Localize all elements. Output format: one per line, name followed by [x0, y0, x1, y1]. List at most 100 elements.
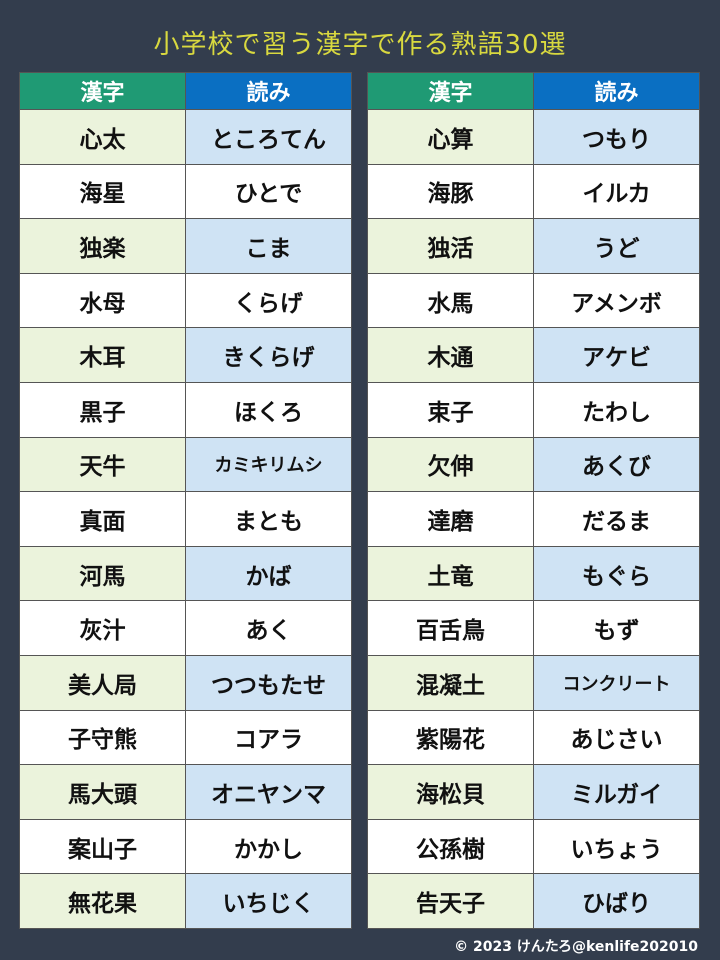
table-row: 公孫樹 いちょう — [367, 818, 700, 875]
reading-cell: ほくろ — [185, 381, 352, 438]
header-kanji: 漢字 — [19, 72, 186, 110]
reading-cell: かかし — [185, 818, 352, 875]
kanji-cell: 真面 — [19, 491, 186, 547]
kanji-cell: 独楽 — [19, 218, 186, 274]
table-row: 黒子 ほくろ — [19, 381, 352, 438]
right-table: 漢字 読み 心算 つもり 海豚 イルカ 独活 うど 水馬 アメンボ 木通 アケビ 束子 たわし 欠伸 あく… — [367, 72, 700, 929]
table-row: 達磨 だるま — [367, 491, 700, 547]
table-row: 子守熊 コアラ — [19, 709, 352, 766]
table-row: 百舌鳥 もず — [367, 600, 700, 656]
reading-cell: つつもたせ — [185, 654, 352, 711]
kanji-cell: 土竜 — [367, 545, 534, 602]
reading-cell: イルカ — [533, 163, 700, 220]
kanji-cell: 心算 — [367, 109, 534, 165]
reading-cell: コアラ — [185, 709, 352, 766]
kanji-cell: 黒子 — [19, 381, 186, 438]
table-row: 紫陽花 あじさい — [367, 709, 700, 766]
kanji-cell: 美人局 — [19, 654, 186, 711]
reading-cell: まとも — [185, 491, 352, 547]
kanji-cell: 達磨 — [367, 491, 534, 547]
reading-cell: もぐら — [533, 545, 700, 602]
kanji-cell: 独活 — [367, 218, 534, 274]
table-row: 美人局 つつもたせ — [19, 654, 352, 711]
table-row: 天牛 カミキリムシ — [19, 436, 352, 493]
reading-cell: こま — [185, 218, 352, 274]
header-reading: 読み — [185, 72, 352, 110]
kanji-cell: 河馬 — [19, 545, 186, 602]
reading-cell: ところてん — [185, 109, 352, 165]
kanji-cell: 海松貝 — [367, 764, 534, 820]
table-row: 混凝土 コンクリート — [367, 654, 700, 711]
table-row: 水母 くらげ — [19, 272, 352, 329]
table-row: 心算 つもり — [367, 109, 700, 165]
reading-cell: つもり — [533, 109, 700, 165]
header-kanji: 漢字 — [367, 72, 534, 110]
kanji-cell: 海豚 — [367, 163, 534, 220]
reading-cell: コンクリート — [533, 654, 700, 711]
copyright-credit: © 2023 けんたろ@kenlife202010 — [454, 939, 698, 955]
reading-cell: オニヤンマ — [185, 764, 352, 820]
table-row: 海星 ひとで — [19, 163, 352, 220]
kanji-cell: 天牛 — [19, 436, 186, 493]
reading-cell: アケビ — [533, 327, 700, 383]
reading-cell: あくび — [533, 436, 700, 493]
header-row: 漢字 読み — [367, 72, 700, 110]
table-row: 独楽 こま — [19, 218, 352, 274]
reading-cell: だるま — [533, 491, 700, 547]
reading-cell: ひとで — [185, 163, 352, 220]
page-title: 小学校で習う漢字で作る熟語30選 — [153, 30, 567, 60]
kanji-cell: 紫陽花 — [367, 709, 534, 766]
table-row: 案山子 かかし — [19, 818, 352, 875]
table-row: 灰汁 あく — [19, 600, 352, 656]
kanji-cell: 灰汁 — [19, 600, 186, 656]
table-row: 水馬 アメンボ — [367, 272, 700, 329]
kanji-cell: 無花果 — [19, 873, 186, 929]
kanji-cell: 木耳 — [19, 327, 186, 383]
left-table: 漢字 読み 心太 ところてん 海星 ひとで 独楽 こま 水母 くらげ 木耳 きくらげ 黒子 ほくろ 天牛… — [19, 72, 352, 929]
table-row: 独活 うど — [367, 218, 700, 274]
kanji-cell: 海星 — [19, 163, 186, 220]
kanji-cell: 百舌鳥 — [367, 600, 534, 656]
kanji-cell: 公孫樹 — [367, 818, 534, 875]
table-row: 河馬 かば — [19, 545, 352, 602]
reading-cell: ミルガイ — [533, 764, 700, 820]
kanji-cell: 水馬 — [367, 272, 534, 329]
reading-cell: かば — [185, 545, 352, 602]
table-row: 束子 たわし — [367, 381, 700, 438]
reading-cell: いちじく — [185, 873, 352, 929]
header-row: 漢字 読み — [19, 72, 352, 110]
table-row: 欠伸 あくび — [367, 436, 700, 493]
kanji-cell: 告天子 — [367, 873, 534, 929]
reading-cell: もず — [533, 600, 700, 656]
header-reading: 読み — [533, 72, 700, 110]
table-row: 木通 アケビ — [367, 327, 700, 383]
reading-cell: あく — [185, 600, 352, 656]
table-row: 告天子 ひばり — [367, 873, 700, 929]
table-row: 無花果 いちじく — [19, 873, 352, 929]
reading-cell: たわし — [533, 381, 700, 438]
reading-cell: くらげ — [185, 272, 352, 329]
kanji-cell: 水母 — [19, 272, 186, 329]
table-row: 海豚 イルカ — [367, 163, 700, 220]
reading-cell: ひばり — [533, 873, 700, 929]
reading-cell: いちょう — [533, 818, 700, 875]
kanji-cell: 欠伸 — [367, 436, 534, 493]
table-row: 真面 まとも — [19, 491, 352, 547]
reading-cell: アメンボ — [533, 272, 700, 329]
table-row: 心太 ところてん — [19, 109, 352, 165]
kanji-cell: 心太 — [19, 109, 186, 165]
kanji-cell: 束子 — [367, 381, 534, 438]
reading-cell: うど — [533, 218, 700, 274]
kanji-cell: 子守熊 — [19, 709, 186, 766]
table-row: 木耳 きくらげ — [19, 327, 352, 383]
reading-cell: きくらげ — [185, 327, 352, 383]
kanji-cell: 混凝土 — [367, 654, 534, 711]
table-row: 土竜 もぐら — [367, 545, 700, 602]
kanji-cell: 木通 — [367, 327, 534, 383]
reading-cell: あじさい — [533, 709, 700, 766]
kanji-cell: 案山子 — [19, 818, 186, 875]
kanji-cell: 馬大頭 — [19, 764, 186, 820]
reading-cell: カミキリムシ — [185, 436, 352, 493]
table-row: 海松貝 ミルガイ — [367, 764, 700, 820]
table-row: 馬大頭 オニヤンマ — [19, 764, 352, 820]
